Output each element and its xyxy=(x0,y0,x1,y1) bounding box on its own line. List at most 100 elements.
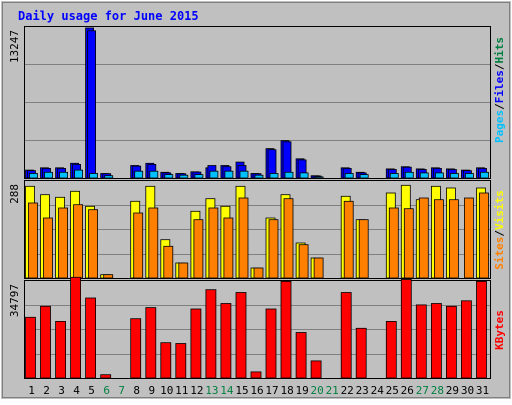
ymax-label-hits: 13247 xyxy=(8,30,21,63)
legend-item-hits-2: Files xyxy=(493,70,506,103)
bar-hits-pages-day-14 xyxy=(224,170,234,179)
bar-visits-sites-day-11 xyxy=(178,262,189,279)
bar-visits-sites-day-14 xyxy=(223,217,234,279)
bar-visits-sites-day-1 xyxy=(28,202,38,279)
bar-kbytes-kbytes-day-20 xyxy=(310,360,322,379)
panel-frame-hits xyxy=(24,26,491,179)
bar-hits-pages-day-26 xyxy=(404,171,414,179)
panel-frame-kbytes xyxy=(24,280,491,379)
bar-kbytes-kbytes-day-10 xyxy=(160,342,172,379)
ymax-label-visits: 288 xyxy=(8,184,21,204)
bar-visits-sites-day-20 xyxy=(313,257,324,279)
bar-visits-sites-day-15 xyxy=(238,197,249,279)
panel-kbytes: 34797 KBytes xyxy=(8,276,506,379)
bar-hits-pages-day-18 xyxy=(284,171,294,179)
bar-visits-sites-day-8 xyxy=(133,212,144,279)
x-tick-label-25: 25 xyxy=(386,384,399,397)
bar-hits-pages-day-8 xyxy=(134,170,144,179)
bar-hits-pages-day-17 xyxy=(269,173,279,179)
bar-kbytes-kbytes-day-16 xyxy=(250,371,262,379)
bar-kbytes-kbytes-day-1 xyxy=(25,316,36,379)
bar-kbytes-kbytes-day-17 xyxy=(265,308,277,379)
x-tick-label-17: 17 xyxy=(265,384,278,397)
panel-visits: 288 Sites/Visits xyxy=(8,180,506,279)
bar-kbytes-kbytes-day-2 xyxy=(40,305,51,379)
bar-kbytes-kbytes-day-23 xyxy=(355,327,367,379)
bar-kbytes-kbytes-day-22 xyxy=(340,292,352,379)
x-tick-label-31: 31 xyxy=(476,384,489,397)
x-tick-label-6: 6 xyxy=(103,384,110,397)
bar-visits-sites-day-10 xyxy=(163,245,174,279)
bar-hits-pages-day-11 xyxy=(179,174,189,179)
x-tick-label-23: 23 xyxy=(356,384,369,397)
bar-hits-files-day-5 xyxy=(87,30,96,179)
bar-hits-pages-day-25 xyxy=(389,173,399,179)
bar-kbytes-kbytes-day-25 xyxy=(385,320,397,379)
bar-hits-pages-day-12 xyxy=(194,174,204,179)
bar-visits-sites-day-31 xyxy=(479,192,489,279)
x-tick-label-30: 30 xyxy=(461,384,474,397)
legend-item-hits-3: / xyxy=(493,63,506,70)
x-tick-label-11: 11 xyxy=(175,384,188,397)
bar-kbytes-kbytes-day-12 xyxy=(190,308,202,379)
bar-visits-sites-day-17 xyxy=(268,219,279,279)
bar-kbytes-kbytes-day-3 xyxy=(55,320,66,379)
bar-kbytes-kbytes-day-26 xyxy=(400,279,412,379)
bar-visits-sites-day-16 xyxy=(253,267,264,279)
x-tick-label-7: 7 xyxy=(118,384,125,397)
panels-layer: 13247Pages/Files/Hits288Sites/Visits3479… xyxy=(8,26,506,379)
x-tick-label-9: 9 xyxy=(148,384,155,397)
bar-hits-pages-day-20 xyxy=(314,176,324,179)
bar-hits-pages-day-2 xyxy=(44,171,53,179)
legend-item-visits-2: Visits xyxy=(493,190,506,230)
bar-kbytes-kbytes-day-31 xyxy=(476,280,487,379)
bar-visits-sites-day-26 xyxy=(403,208,414,279)
bar-kbytes-kbytes-day-13 xyxy=(205,289,217,379)
bar-visits-sites-day-6 xyxy=(103,274,114,279)
bar-hits-pages-day-31 xyxy=(480,171,489,179)
x-tick-label-22: 22 xyxy=(341,384,354,397)
bar-hits-pages-day-1 xyxy=(29,173,38,179)
bar-kbytes-kbytes-day-5 xyxy=(85,297,96,379)
bar-kbytes-kbytes-day-28 xyxy=(430,303,442,379)
bar-hits-pages-day-29 xyxy=(449,173,459,179)
x-tick-label-19: 19 xyxy=(295,384,308,397)
bar-hits-pages-day-10 xyxy=(164,174,174,179)
x-tick-label-3: 3 xyxy=(58,384,65,397)
bar-visits-sites-day-4 xyxy=(73,204,83,279)
x-tick-label-2: 2 xyxy=(43,384,50,397)
bar-kbytes-kbytes-day-4 xyxy=(70,276,81,379)
bar-hits-pages-day-6 xyxy=(104,175,114,179)
x-tick-label-15: 15 xyxy=(235,384,248,397)
x-tick-label-29: 29 xyxy=(446,384,459,397)
bar-visits-sites-day-29 xyxy=(448,199,459,279)
legend-visits: Sites/Visits xyxy=(493,190,506,270)
legend-item-hits-0: Pages xyxy=(493,110,506,143)
bar-visits-sites-day-30 xyxy=(463,197,474,279)
bar-hits-pages-day-13 xyxy=(209,170,219,179)
bar-kbytes-kbytes-day-14 xyxy=(220,303,232,379)
x-tick-label-5: 5 xyxy=(88,384,95,397)
x-tick-label-4: 4 xyxy=(73,384,80,397)
bar-visits-sites-day-19 xyxy=(298,244,309,279)
legend-item-visits-0: Sites xyxy=(493,237,506,270)
bar-visits-sites-day-22 xyxy=(343,200,354,279)
x-tick-label-20: 20 xyxy=(310,384,323,397)
bar-visits-sites-day-25 xyxy=(388,207,399,279)
x-tick-label-18: 18 xyxy=(280,384,293,397)
legend-item-hits-4: Hits xyxy=(493,37,506,64)
bar-visits-sites-day-18 xyxy=(283,198,294,279)
x-tick-label-13: 13 xyxy=(205,384,218,397)
bar-hits-pages-day-19 xyxy=(299,172,309,179)
bar-hits-pages-day-4 xyxy=(74,169,83,179)
bar-visits-sites-day-23 xyxy=(358,219,369,279)
panel-frame-visits xyxy=(24,180,491,279)
legend-item-visits-1: / xyxy=(493,230,506,237)
bar-kbytes-kbytes-day-15 xyxy=(235,292,247,379)
bar-kbytes-kbytes-day-9 xyxy=(145,307,157,379)
x-tick-label-12: 12 xyxy=(190,384,203,397)
x-tick-label-10: 10 xyxy=(160,384,173,397)
bar-kbytes-kbytes-day-27 xyxy=(415,304,427,379)
bar-visits-sites-day-28 xyxy=(433,199,444,279)
